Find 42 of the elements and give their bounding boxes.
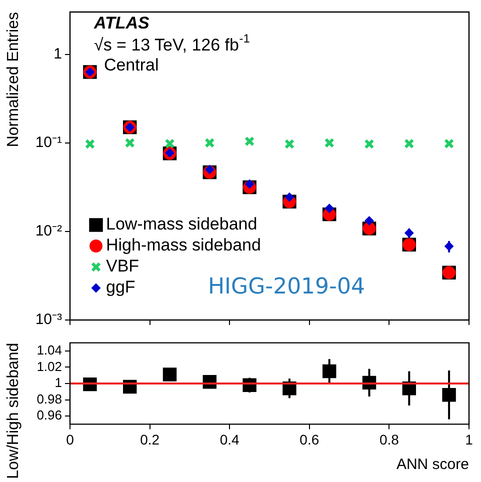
y-tick-label: 1.04 xyxy=(36,342,62,358)
point xyxy=(244,136,255,146)
point xyxy=(124,138,135,148)
y-axis-title: Normalized Entries xyxy=(5,12,22,148)
annotation: HIGG-2019-04 xyxy=(208,274,365,300)
point xyxy=(322,364,336,378)
y-tick-label: 0.96 xyxy=(36,408,62,423)
point xyxy=(324,138,334,148)
y-tick-label: 10⁻¹ xyxy=(35,134,62,151)
point xyxy=(442,388,456,402)
y-tick-label: 10⁻³ xyxy=(35,311,62,328)
x-tick-label: 1 xyxy=(465,431,474,448)
point xyxy=(162,368,177,382)
y-tick-label: 0.98 xyxy=(36,391,62,406)
legend-label: Low-mass sideband xyxy=(106,214,258,234)
x-tick-label: 0.2 xyxy=(140,431,160,448)
x-axis-title: ANN score xyxy=(396,456,469,474)
y-tick-label: 1 xyxy=(54,45,62,62)
point xyxy=(84,138,95,150)
x-tick-label: 0.6 xyxy=(300,431,320,448)
y-tick-label: 1.02 xyxy=(36,358,62,374)
x-tick-label: 0 xyxy=(66,431,74,448)
legend-label: VBF xyxy=(106,256,140,276)
point xyxy=(324,204,334,213)
point xyxy=(444,138,454,149)
point xyxy=(204,138,215,148)
legend-label: High-mass sideband xyxy=(106,236,261,255)
y-axis-title: Low/High sideband xyxy=(5,342,22,479)
point xyxy=(404,138,414,149)
annotation: Central xyxy=(104,56,159,75)
y-tick-label: 1 xyxy=(54,375,62,390)
point xyxy=(284,138,294,150)
annotation: ATLAS xyxy=(93,14,150,33)
y-tick-label: 10⁻² xyxy=(35,222,62,240)
point xyxy=(164,138,175,149)
point xyxy=(444,242,454,251)
legend-label: ggF xyxy=(106,278,136,297)
point xyxy=(404,228,414,238)
point xyxy=(364,216,374,226)
x-tick-label: 0.8 xyxy=(379,431,400,448)
point xyxy=(364,138,374,150)
x-tick-label: 0.4 xyxy=(220,431,240,448)
